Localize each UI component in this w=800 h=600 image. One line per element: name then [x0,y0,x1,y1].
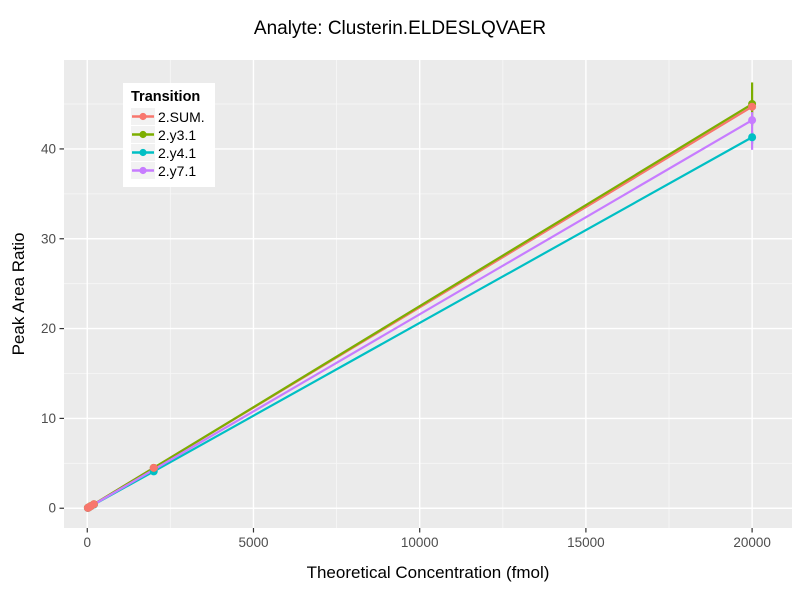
y-axis-title: Peak Area Ratio [9,232,28,356]
x-tick-label: 0 [84,535,92,550]
y-tick-label: 30 [41,231,56,246]
y-tick-label: 0 [48,501,56,516]
legend-title: Transition [131,89,201,105]
legend-label: 2.SUM. [158,108,205,125]
x-tick-label: 10000 [401,535,439,550]
x-tick-label: 15000 [567,535,605,550]
legend-entry-2.SUM.: 2.SUM. [131,108,205,125]
data-point-2.SUM. [89,500,98,509]
data-point-2.SUM. [748,102,757,111]
legend-key-icon [131,108,155,125]
legend-entry-2.y3.1: 2.y3.1 [131,126,205,143]
x-tick-label: 20000 [733,535,771,550]
chart-title: Analyte: Clusterin.ELDESLQVAER [253,18,547,39]
x-tick-label: 5000 [238,535,268,550]
x-axis-title: Theoretical Concentration (fmol) [306,563,550,582]
legend-entry-2.y7.1: 2.y7.1 [131,162,205,179]
y-tick-label: 20 [41,321,56,336]
legend-entries: 2.SUM. 2.y3.1 2.y4.1 2.y7.1 [131,108,205,179]
legend-key-icon [131,162,155,179]
legend-entry-2.y4.1: 2.y4.1 [131,144,205,161]
legend: Transition 2.SUM. 2.y3.1 2.y4.1 2.y7.1 [123,83,215,187]
legend-key-icon [131,144,155,161]
data-point-2.y7.1 [748,116,757,125]
y-tick-label: 10 [41,411,56,426]
legend-label: 2.y7.1 [158,162,197,179]
y-tick-label: 40 [41,141,56,156]
legend-key-icon [131,126,155,143]
legend-label: 2.y3.1 [158,126,197,143]
data-point-2.SUM. [149,463,158,472]
data-point-2.y4.1 [748,133,757,142]
legend-label: 2.y4.1 [158,144,197,161]
